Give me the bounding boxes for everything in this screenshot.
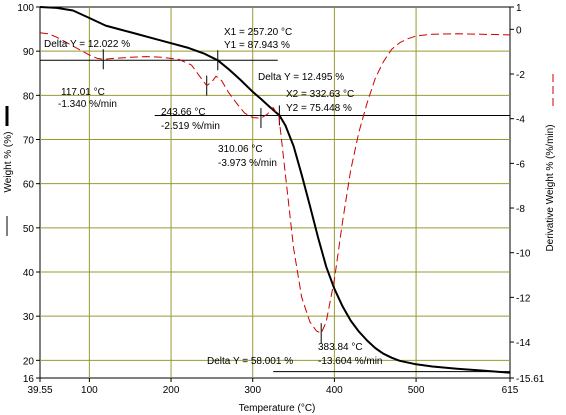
annotation-y1: Y1 = 87.943 % <box>224 40 290 51</box>
y-left-axis-ticks: 16 20 30 40 50 60 70 80 90 100 <box>17 3 40 385</box>
annotation-peak2-rate: -2.519 %/min <box>161 121 220 132</box>
x-tick-label: 400 <box>326 385 343 396</box>
plot-area <box>39 6 511 379</box>
y-left-tick-label: 50 <box>23 224 35 235</box>
y-left-tick-label: 70 <box>23 136 35 147</box>
y-left-tick-label: 100 <box>17 3 34 14</box>
y-left-tick-label: 30 <box>23 312 35 323</box>
y-right-tick-label: 0 <box>516 25 522 36</box>
x-tick-label: 200 <box>163 385 180 396</box>
derivative-weight-series-line <box>39 32 511 334</box>
annotations: Delta Y = 12.022 % 117.01 °C -1.340 %/mi… <box>44 27 382 367</box>
annotation-peak4-temp: 383.84 °C <box>318 342 363 353</box>
x-tick-label: 100 <box>81 385 98 396</box>
y-right-tick-label: -4 <box>516 115 525 126</box>
annotation-peak3-rate: -3.973 %/min <box>218 158 277 169</box>
grid <box>40 7 510 378</box>
annotation-y2: Y2 = 75.448 % <box>286 103 352 114</box>
annotation-x2: X2 = 332.63 °C <box>286 89 354 100</box>
y-right-tick-label: -8 <box>516 204 525 215</box>
annotation-delta-y2: Delta Y = 12.495 % <box>258 72 344 83</box>
y-left-tick-label: 20 <box>23 356 35 367</box>
y-left-axis-label: Weight % (%) <box>3 132 14 193</box>
x-tick-label: 300 <box>244 385 261 396</box>
annotation-peak1-temp: 117.01 °C <box>61 87 105 98</box>
y-right-axis-label: Derivative Weight % (%/min) <box>545 124 556 251</box>
series <box>39 6 511 374</box>
y-right-tick-label: 1 <box>516 3 522 14</box>
y-right-tick-label: -12 <box>516 293 531 304</box>
y-right-tick-label: -10 <box>516 249 531 260</box>
annotation-peak2-temp: 243.66 °C <box>161 107 206 118</box>
y-left-tick-label: 90 <box>23 47 35 58</box>
y-left-tick-label: 80 <box>23 91 35 102</box>
y-right-tick-label: -14 <box>516 338 531 349</box>
annotation-x1: X1 = 257.20 °C <box>224 27 292 38</box>
annotation-peak1-rate: -1.340 %/min <box>58 99 117 110</box>
x-axis-label: Temperature (°C) <box>239 403 316 414</box>
y-right-tick-label: -2 <box>516 70 525 81</box>
annotation-peak4-rate: -13.604 %/min <box>318 356 382 367</box>
annotation-peak3-temp: 310.06 °C <box>218 144 263 155</box>
x-axis-ticks: 39.55 100 200 300 400 500 615 <box>27 378 519 396</box>
weight-series-line <box>39 6 511 374</box>
y-left-tick-label: 16 <box>23 374 35 385</box>
y-left-tick-label: 40 <box>23 268 35 279</box>
x-tick-label: 500 <box>408 385 425 396</box>
y-right-axis-ticks: 1 0 -2 -4 -6 -8 -10 -12 -14 -15.61 <box>510 3 545 385</box>
annotation-delta-y1: Delta Y = 12.022 % <box>44 39 130 50</box>
y-left-tick-label: 60 <box>23 180 35 191</box>
y-right-tick-label: -6 <box>516 159 525 170</box>
x-tick-label: 615 <box>502 385 519 396</box>
y-right-tick-label: -15.61 <box>516 374 545 385</box>
x-tick-label: 39.55 <box>27 385 52 396</box>
annotation-delta-y3: Delta Y = 58.001 % <box>207 356 293 367</box>
